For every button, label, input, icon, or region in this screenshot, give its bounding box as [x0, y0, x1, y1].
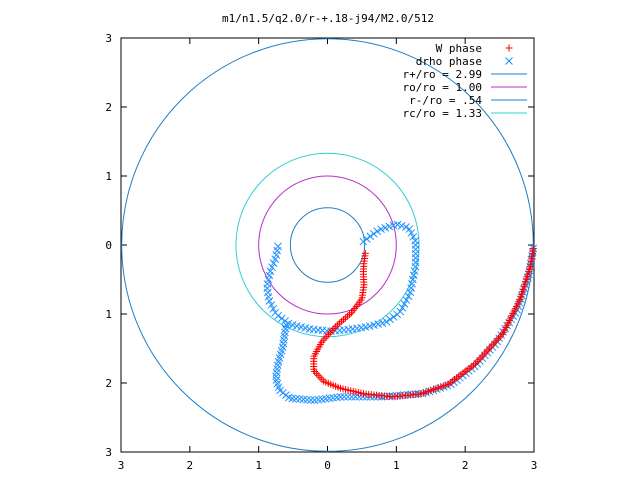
drho-phase-point: [284, 319, 293, 328]
drho-phase-point: [292, 394, 300, 403]
w-phase-point: [321, 334, 329, 342]
drho-phase-point: [325, 394, 334, 403]
tick-marks: [120, 37, 535, 453]
chart-title: m1/n1.5/q2.0/r-+.18-j94/M2.0/512: [222, 12, 434, 25]
drho-phase-point: [288, 321, 297, 329]
y-tick-label: 1: [105, 170, 112, 183]
w-phase-point: [473, 358, 481, 366]
x-tick-label: 2: [462, 459, 469, 472]
w-phase-point: [484, 346, 492, 354]
w-phase-point: [529, 244, 537, 252]
drho-phase-point: [362, 235, 371, 243]
drho-phase-point: [409, 232, 418, 241]
points-layer: [263, 220, 538, 404]
drho-phase-point: [404, 292, 413, 301]
x-tick-label: 3: [531, 459, 538, 472]
y-tick-label: 0: [105, 239, 112, 252]
drho-phase-point: [398, 303, 407, 312]
y-tick-label: 3: [105, 446, 112, 459]
legend-marker: [505, 44, 513, 52]
drho-phase-point: [267, 301, 276, 309]
w-phase-point: [477, 354, 485, 362]
drho-phase-point: [366, 232, 375, 241]
drho-phase-point: [277, 314, 286, 323]
w-phase-point: [318, 375, 326, 383]
legend-label: drho phase: [416, 55, 482, 68]
drho-phase-point: [373, 227, 382, 236]
y-tick-label: 2: [105, 377, 112, 390]
drho-phase-point: [377, 225, 385, 234]
drho-phase-point: [295, 395, 304, 403]
drho-phase-point: [266, 267, 275, 276]
drho-phase-point: [386, 315, 394, 324]
y-tick-label: 1: [105, 308, 112, 321]
drho-phase-point: [381, 224, 390, 232]
drho-phase-point: [369, 229, 378, 238]
w-phase-point: [486, 344, 494, 352]
drho-phase-point: [344, 392, 352, 401]
drho-phase-point: [400, 300, 409, 308]
y-tick-label: 2: [105, 101, 112, 114]
drho-phase-point: [402, 296, 411, 304]
drho-phase-point: [393, 310, 402, 319]
legend-marker: [505, 57, 513, 65]
drho-phase-point: [268, 263, 276, 272]
drho-phase-point: [271, 308, 280, 317]
y-tick-labels: 3 2 1 0 1 2 3: [105, 32, 112, 459]
drho-phase-point: [274, 242, 282, 251]
x-tick-label: 0: [324, 459, 331, 472]
x-tick-label: 3: [118, 459, 125, 472]
drho-phase-point: [272, 372, 280, 381]
drho-phase-point: [269, 304, 278, 313]
drho-phase-point: [318, 395, 326, 404]
drho-phase-point: [306, 396, 315, 404]
drho-phase-point: [303, 395, 311, 404]
legend-label: ro/ro = 1.00: [403, 81, 482, 94]
drho-phase-point: [329, 393, 337, 402]
drho-phase-point: [347, 392, 356, 401]
drho-phase-point: [321, 394, 330, 403]
drho-phase-point: [389, 313, 398, 321]
drho-phase-point: [340, 392, 349, 401]
drho-phase-point: [385, 222, 394, 231]
circle-curve: [289, 207, 366, 283]
drho-phase-point: [299, 395, 308, 404]
drho-phase-point: [406, 288, 415, 297]
legend-label: r+/ro = 2.99: [403, 68, 482, 81]
legend-label: r-/ro = .54: [409, 94, 482, 107]
drho-phase-point: [373, 392, 382, 401]
legend-label: W phase: [436, 42, 482, 55]
drho-phase-point: [355, 392, 364, 401]
legend-label: rc/ro = 1.33: [403, 107, 482, 120]
x-tick-label: 1: [393, 459, 400, 472]
w-phase-point: [479, 352, 487, 360]
drho-phase-point: [359, 237, 368, 246]
drho-phase-point: [314, 395, 323, 404]
drho-phase-point: [269, 259, 278, 267]
drho-phase-point: [336, 393, 345, 401]
x-tick-labels: 3 2 1 0 1 2 3: [118, 459, 538, 472]
x-tick-label: 1: [255, 459, 262, 472]
y-tick-label: 3: [105, 32, 112, 45]
w-phase-point: [316, 373, 324, 381]
circle-curve: [235, 152, 420, 338]
drho-phase-point: [407, 229, 416, 237]
circle-curve: [258, 175, 397, 315]
drho-phase-point: [332, 393, 341, 402]
drho-phase-point: [405, 225, 414, 233]
drho-phase-point: [310, 396, 319, 404]
x-tick-label: 2: [187, 459, 194, 472]
w-phase-point: [314, 371, 322, 379]
